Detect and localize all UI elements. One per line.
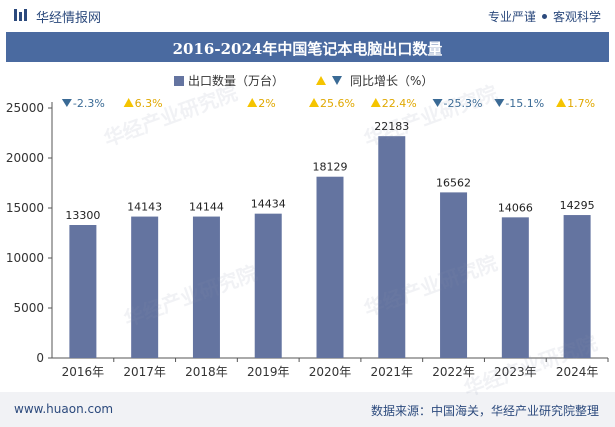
legend-label-export: 出口数量（万台）	[188, 74, 285, 88]
footer: www.huaon.com 数据来源：中国海关，华经产业研究院整理	[0, 392, 615, 427]
x-tick-label: 2021年	[371, 365, 414, 379]
bar	[192, 216, 220, 358]
bar-value-label: 13300	[65, 209, 100, 222]
legend-item-export: 出口数量（万台）	[174, 72, 284, 89]
growth-label: -15.1%	[505, 97, 544, 110]
y-tick-label: 25000	[6, 101, 44, 115]
bar-value-label: 14144	[189, 201, 224, 214]
bar	[378, 136, 406, 358]
bar-value-label: 16562	[436, 176, 471, 189]
bar-chart: 0 5000 10000 15000 20000 25000 2016年 13300 -2.3%…	[6, 97, 609, 379]
growth-label: -25.3%	[444, 97, 483, 110]
bar	[440, 192, 468, 358]
bar	[501, 217, 529, 358]
data-source: 数据来源：中国海关，华经产业研究院整理	[370, 404, 599, 418]
growth-down-triangle-icon	[432, 99, 443, 107]
y-tick-label: 0	[36, 351, 44, 365]
bar	[563, 215, 591, 358]
tagline-left: 专业严谨	[487, 10, 536, 24]
tagline-right: 客观科学	[552, 10, 601, 24]
x-tick-label: 2020年	[309, 365, 352, 379]
y-tick-label: 15000	[6, 201, 44, 215]
bar-value-label: 14066	[498, 201, 533, 214]
bar	[254, 213, 282, 358]
title-bar: 2016-2024年中国笔记本电脑出口数量	[6, 32, 609, 62]
bar-value-label: 22183	[374, 120, 409, 133]
bar	[131, 216, 159, 358]
bar-value-label: 18129	[313, 161, 348, 174]
header-bar: 华经情报网 专业严谨 客观科学	[0, 0, 615, 30]
x-tick-label: 2018年	[185, 365, 228, 379]
growth-label: 22.4%	[382, 97, 417, 110]
x-tick-label: 2017年	[123, 365, 166, 379]
x-tick-label: 2024年	[556, 365, 599, 379]
growth-label: -2.3%	[73, 97, 105, 110]
x-tick-label: 2022年	[432, 365, 475, 379]
bar-swatch-icon	[174, 75, 184, 86]
y-tick-label: 20000	[6, 151, 44, 165]
growth-up-triangle-icon	[556, 98, 567, 107]
growth-up-triangle-icon	[309, 98, 319, 107]
x-tick-label: 2016年	[62, 365, 105, 379]
bar-value-label: 14143	[127, 201, 162, 214]
logo-icon	[14, 9, 27, 21]
growth-down-triangle-icon	[61, 99, 72, 107]
legend: 出口数量（万台） 同比增长（%）	[0, 68, 615, 90]
growth-label: 6.3%	[135, 97, 163, 110]
x-tick-label: 2023年	[494, 365, 537, 379]
tagline: 专业严谨 客观科学	[488, 8, 601, 25]
bar-value-label: 14295	[560, 199, 595, 212]
growth-label: 1.7%	[567, 97, 595, 110]
legend-label-growth: 同比增长（%）	[350, 74, 434, 88]
legend-item-growth: 同比增长（%）	[316, 72, 433, 89]
y-tick-label: 5000	[13, 301, 44, 315]
growth-up-triangle-icon	[370, 98, 381, 107]
down-triangle-icon	[332, 76, 342, 85]
up-triangle-icon	[316, 76, 326, 85]
bar	[69, 225, 97, 358]
growth-label: 2%	[258, 97, 275, 110]
dot-separator-icon	[541, 14, 547, 19]
bar-value-label: 14434	[251, 198, 286, 211]
growth-up-triangle-icon	[123, 98, 134, 107]
growth-label: 25.6%	[320, 97, 355, 110]
bar	[316, 176, 344, 358]
x-tick-label: 2019年	[247, 365, 290, 379]
growth-down-triangle-icon	[494, 99, 505, 107]
y-tick-label: 10000	[6, 251, 44, 265]
brand-name: 华经情报网	[36, 11, 102, 26]
site-url: www.huaon.com	[14, 402, 114, 416]
growth-up-triangle-icon	[247, 98, 258, 107]
chart-title: 2016-2024年中国笔记本电脑出口数量	[172, 40, 443, 58]
